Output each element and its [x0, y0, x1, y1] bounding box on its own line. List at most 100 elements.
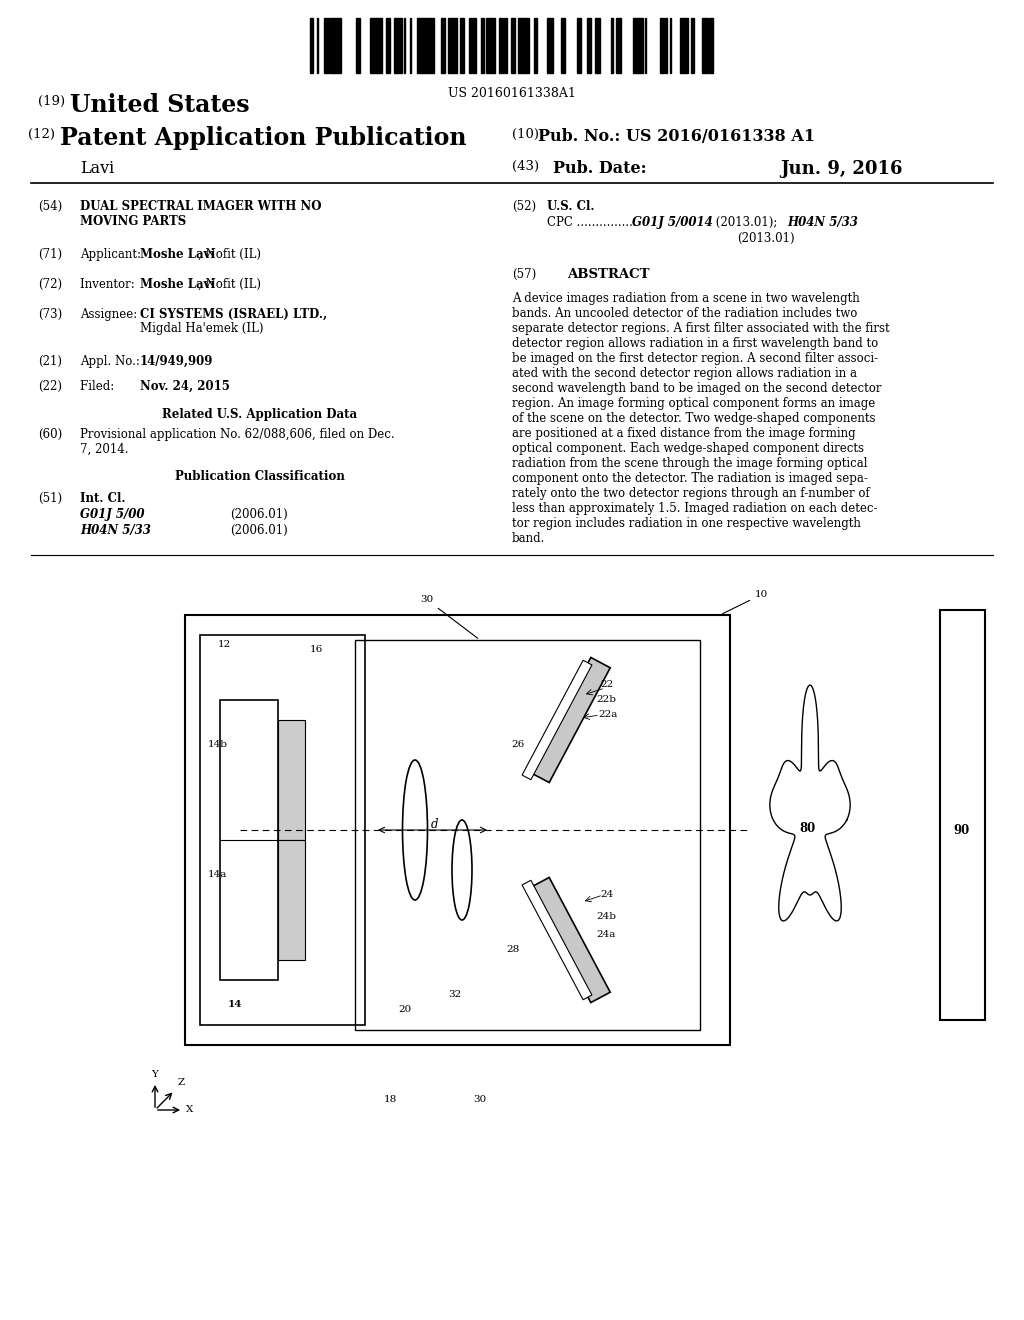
- Bar: [549, 18, 553, 73]
- Text: ABSTRACT: ABSTRACT: [567, 268, 649, 281]
- Bar: [502, 18, 504, 73]
- Text: Nov. 24, 2015: Nov. 24, 2015: [140, 380, 229, 393]
- Text: (12): (12): [28, 128, 55, 141]
- Bar: [220, 700, 278, 979]
- Text: X: X: [186, 1106, 194, 1114]
- Bar: [441, 18, 443, 73]
- Bar: [355, 640, 700, 1030]
- Text: Migdal Ha'emek (IL): Migdal Ha'emek (IL): [140, 322, 263, 335]
- Text: 14b: 14b: [208, 741, 228, 748]
- Bar: [499, 18, 501, 73]
- Bar: [453, 18, 457, 73]
- Text: 32: 32: [449, 990, 462, 999]
- Text: Inventor:: Inventor:: [80, 279, 150, 290]
- Bar: [426, 18, 430, 73]
- Text: (10): (10): [512, 128, 539, 141]
- Text: 10: 10: [723, 590, 768, 614]
- Text: 16: 16: [310, 645, 324, 653]
- Bar: [940, 610, 985, 1020]
- Bar: [534, 18, 537, 73]
- Text: 28: 28: [507, 945, 520, 954]
- Bar: [330, 18, 333, 73]
- Text: CPC ................: CPC ................: [547, 216, 640, 228]
- Bar: [522, 18, 525, 73]
- Text: CI SYSTEMS (ISRAEL) LTD.,: CI SYSTEMS (ISRAEL) LTD.,: [140, 308, 327, 321]
- Bar: [505, 18, 507, 73]
- Text: Y: Y: [152, 1071, 159, 1078]
- Text: Int. Cl.: Int. Cl.: [80, 492, 126, 506]
- Text: (54): (54): [38, 201, 62, 213]
- Bar: [386, 18, 390, 73]
- Text: (2006.01): (2006.01): [230, 524, 288, 537]
- Bar: [185, 615, 730, 1045]
- Text: Appl. No.:: Appl. No.:: [80, 355, 147, 368]
- Text: Z: Z: [177, 1078, 185, 1088]
- Bar: [380, 18, 382, 73]
- Text: Moshe Lavi: Moshe Lavi: [140, 279, 215, 290]
- Text: A device images radiation from a scene in two wavelength
bands. An uncooled dete: A device images radiation from a scene i…: [512, 292, 890, 545]
- Text: 14: 14: [228, 1001, 243, 1008]
- Bar: [473, 18, 476, 73]
- Text: 30: 30: [473, 1096, 486, 1104]
- Text: Pub. No.: US 2016/0161338 A1: Pub. No.: US 2016/0161338 A1: [538, 128, 815, 145]
- Bar: [525, 18, 529, 73]
- Bar: [278, 719, 305, 840]
- Bar: [635, 18, 638, 73]
- Bar: [338, 18, 341, 73]
- Text: DUAL SPECTRAL IMAGER WITH NO
MOVING PARTS: DUAL SPECTRAL IMAGER WITH NO MOVING PART…: [80, 201, 322, 228]
- Text: 26: 26: [512, 741, 525, 748]
- Text: 20: 20: [398, 1005, 412, 1014]
- Text: d: d: [431, 818, 438, 832]
- Bar: [522, 880, 592, 999]
- Bar: [422, 18, 426, 73]
- Text: 24a: 24a: [596, 931, 615, 939]
- Text: H04N 5/33: H04N 5/33: [787, 216, 858, 228]
- Text: 30: 30: [420, 595, 478, 639]
- Bar: [589, 18, 591, 73]
- Text: (43): (43): [512, 160, 539, 173]
- Text: H04N 5/33: H04N 5/33: [80, 524, 151, 537]
- Text: 24b: 24b: [596, 912, 616, 921]
- Bar: [481, 18, 484, 73]
- Text: (2013.01): (2013.01): [737, 232, 795, 246]
- Bar: [587, 18, 589, 73]
- Text: (72): (72): [38, 279, 62, 290]
- Text: Publication Classification: Publication Classification: [175, 470, 345, 483]
- Text: 90: 90: [954, 824, 970, 837]
- Text: U.S. Cl.: U.S. Cl.: [547, 201, 595, 213]
- Bar: [417, 18, 420, 73]
- Bar: [420, 18, 422, 73]
- Text: 14/949,909: 14/949,909: [140, 355, 213, 368]
- Bar: [443, 18, 445, 73]
- Bar: [335, 18, 338, 73]
- Bar: [563, 18, 565, 73]
- Bar: [705, 18, 708, 73]
- Text: (71): (71): [38, 248, 62, 261]
- Bar: [518, 18, 522, 73]
- Bar: [372, 18, 376, 73]
- Text: (60): (60): [38, 428, 62, 441]
- Text: (57): (57): [512, 268, 537, 281]
- Text: 24: 24: [600, 890, 613, 899]
- Text: (21): (21): [38, 355, 62, 368]
- Bar: [577, 18, 579, 73]
- Bar: [396, 18, 400, 73]
- Bar: [511, 18, 515, 73]
- Text: (19): (19): [38, 95, 66, 108]
- Bar: [561, 18, 563, 73]
- Bar: [486, 18, 490, 73]
- Bar: [333, 18, 335, 73]
- Bar: [595, 18, 597, 73]
- Bar: [691, 18, 694, 73]
- Text: Jun. 9, 2016: Jun. 9, 2016: [780, 160, 902, 178]
- Bar: [680, 18, 684, 73]
- Bar: [611, 18, 613, 73]
- Text: (2006.01): (2006.01): [230, 508, 288, 521]
- Bar: [662, 18, 664, 73]
- Bar: [547, 18, 549, 73]
- Bar: [430, 18, 434, 73]
- Text: United States: United States: [70, 92, 250, 117]
- Bar: [449, 18, 450, 73]
- Text: Filed:: Filed:: [80, 380, 152, 393]
- Bar: [490, 18, 495, 73]
